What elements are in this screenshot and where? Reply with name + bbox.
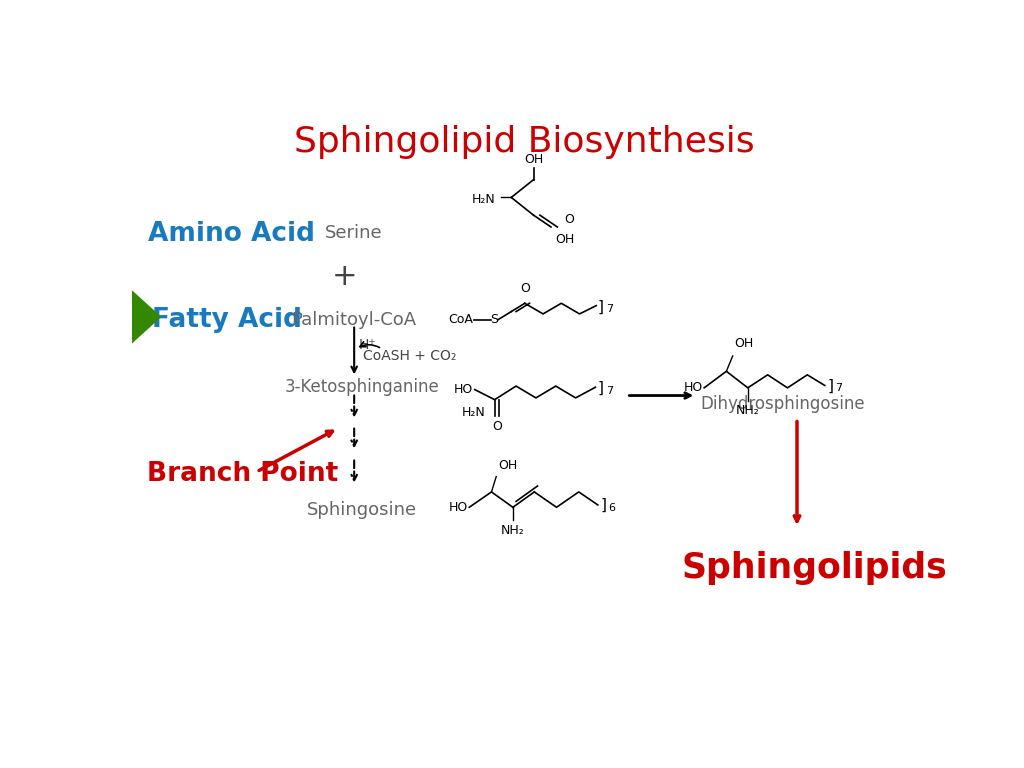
Text: O: O bbox=[564, 214, 574, 227]
Text: ]: ] bbox=[827, 379, 834, 393]
Text: ]: ] bbox=[600, 498, 606, 513]
Text: Sphingolipid Biosynthesis: Sphingolipid Biosynthesis bbox=[295, 124, 755, 159]
Text: ]: ] bbox=[598, 381, 604, 396]
Text: NH₂: NH₂ bbox=[736, 405, 760, 417]
Polygon shape bbox=[132, 290, 162, 343]
Text: HO: HO bbox=[683, 382, 702, 394]
Text: OH: OH bbox=[498, 458, 517, 472]
Text: OH: OH bbox=[555, 233, 574, 246]
Text: Palmitoyl-CoA: Palmitoyl-CoA bbox=[292, 311, 417, 329]
Text: Serine: Serine bbox=[326, 224, 383, 242]
Text: OH: OH bbox=[734, 337, 754, 350]
Text: S: S bbox=[489, 313, 498, 326]
Text: Sphingolipids: Sphingolipids bbox=[682, 551, 947, 585]
Text: 7: 7 bbox=[836, 383, 842, 393]
Text: HO: HO bbox=[449, 501, 468, 514]
Text: O: O bbox=[520, 282, 529, 295]
Text: +: + bbox=[332, 262, 357, 291]
Text: Branch Point: Branch Point bbox=[147, 461, 339, 487]
Text: H⁺: H⁺ bbox=[358, 338, 377, 353]
Text: OH: OH bbox=[524, 153, 543, 166]
Text: CoA: CoA bbox=[449, 313, 473, 326]
Text: Dihydrosphingosine: Dihydrosphingosine bbox=[700, 395, 865, 413]
Text: 7: 7 bbox=[606, 386, 613, 396]
Text: H₂N: H₂N bbox=[472, 194, 496, 207]
Text: 7: 7 bbox=[606, 304, 613, 314]
Text: NH₂: NH₂ bbox=[501, 524, 524, 537]
Text: ]: ] bbox=[598, 300, 604, 314]
Text: Amino Acid: Amino Acid bbox=[147, 221, 314, 247]
Text: 6: 6 bbox=[608, 503, 615, 513]
Text: Sphingosine: Sphingosine bbox=[307, 502, 417, 519]
Text: CoASH + CO₂: CoASH + CO₂ bbox=[364, 349, 457, 363]
Text: H₂N: H₂N bbox=[462, 406, 485, 419]
Text: 3-Ketosphinganine: 3-Ketosphinganine bbox=[285, 378, 439, 396]
Text: Fatty Acid: Fatty Acid bbox=[153, 307, 302, 333]
Text: O: O bbox=[493, 420, 502, 433]
Text: HO: HO bbox=[454, 383, 473, 396]
